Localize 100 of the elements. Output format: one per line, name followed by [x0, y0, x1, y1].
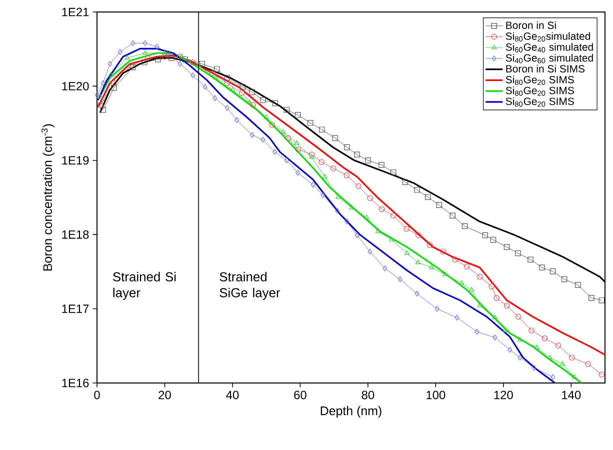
x-tick-label: 140 — [562, 390, 581, 400]
point — [190, 72, 196, 78]
point — [477, 302, 482, 308]
annotation: Strained Si layer — [113, 272, 176, 300]
point — [284, 157, 289, 164]
point — [416, 232, 422, 238]
x-tick-label: 20 — [158, 390, 171, 400]
point — [354, 152, 360, 158]
point — [230, 87, 236, 92]
point — [532, 364, 536, 371]
point — [494, 295, 500, 301]
point — [528, 256, 534, 262]
point — [250, 132, 254, 138]
point — [239, 90, 245, 96]
y-tick-label: 1E18 — [62, 230, 89, 239]
point — [142, 50, 148, 55]
point — [310, 182, 316, 188]
point — [452, 256, 458, 262]
point — [368, 248, 372, 254]
point — [398, 276, 402, 282]
point — [100, 106, 106, 113]
y-axis-title: Boron concentration (cm$^{-3}$) — [41, 124, 54, 270]
point — [108, 60, 112, 67]
point — [202, 84, 208, 90]
point — [504, 302, 510, 309]
point — [212, 95, 218, 102]
point — [294, 140, 300, 145]
y-tick-label: 1E21 — [62, 8, 89, 16]
point — [477, 274, 483, 280]
point — [246, 100, 252, 104]
point — [269, 122, 275, 128]
point — [542, 335, 548, 342]
point — [450, 212, 456, 219]
point — [128, 62, 134, 68]
point — [434, 306, 440, 312]
x-tick-label: 40 — [226, 390, 239, 400]
point — [550, 268, 556, 274]
point — [307, 120, 314, 126]
point — [416, 260, 421, 264]
point — [547, 354, 552, 360]
point — [224, 74, 230, 81]
point — [309, 154, 314, 159]
point — [492, 334, 498, 340]
point — [190, 59, 196, 66]
x-tick-label: 120 — [494, 390, 513, 400]
point — [515, 250, 521, 256]
point — [404, 226, 410, 232]
point — [454, 314, 460, 321]
point — [144, 55, 151, 61]
point — [240, 84, 246, 90]
legend-label: Boron in Si SIMS — [506, 64, 585, 72]
y-tick-label: 1E19 — [62, 156, 89, 165]
point — [196, 62, 202, 68]
point — [250, 102, 256, 108]
x-tick-label: 0 — [94, 390, 100, 400]
point — [344, 172, 350, 178]
annotation: Strained SiGe layer — [220, 272, 280, 300]
point — [199, 60, 205, 67]
point — [178, 60, 182, 67]
point — [296, 170, 300, 176]
point — [404, 250, 410, 255]
point — [528, 328, 534, 334]
point — [555, 342, 562, 348]
point — [378, 206, 385, 212]
point — [214, 66, 220, 72]
point — [155, 56, 161, 62]
point — [280, 129, 286, 134]
point — [367, 195, 373, 202]
point — [502, 328, 508, 332]
point — [320, 192, 326, 198]
point — [100, 80, 106, 86]
point — [166, 50, 170, 56]
point — [588, 295, 594, 301]
point — [264, 114, 269, 119]
point — [294, 112, 301, 118]
point — [436, 202, 442, 208]
point — [490, 236, 496, 243]
point — [378, 162, 384, 168]
point — [382, 266, 388, 272]
point — [389, 236, 394, 242]
legend-label: Si$_{60}$Ge$_{40}$ simulated — [506, 43, 593, 52]
point — [561, 276, 568, 282]
legend-label: Si$_{80}$Ge$_{20}$ SIMS — [506, 97, 574, 107]
point — [260, 97, 266, 103]
point — [162, 54, 168, 60]
point — [442, 272, 448, 276]
point — [440, 248, 446, 254]
x-tick-label: 80 — [362, 390, 374, 400]
point — [424, 194, 431, 200]
point — [534, 344, 540, 350]
point — [308, 152, 315, 158]
point — [142, 40, 148, 46]
point — [224, 80, 230, 86]
point — [568, 354, 575, 360]
point — [142, 59, 148, 66]
point — [364, 214, 370, 220]
point — [330, 166, 336, 172]
x-axis-title: Depth (nm) — [320, 406, 382, 418]
point — [130, 40, 136, 46]
point — [118, 48, 122, 55]
